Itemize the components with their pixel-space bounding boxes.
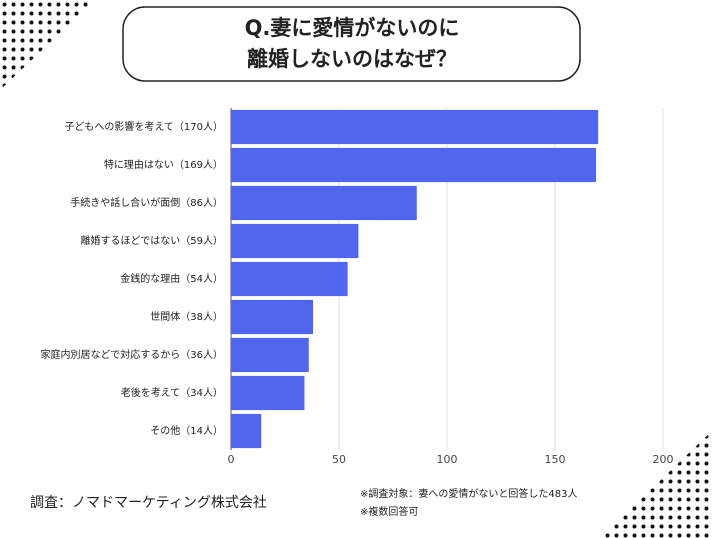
- x-tick-label: 50: [332, 453, 346, 466]
- bar: [231, 299, 314, 335]
- note: ※調査対象：妻への愛情がないと回答した483人: [360, 487, 577, 500]
- bar: [231, 261, 348, 297]
- decor-dots: [0, 0, 95, 90]
- x-tick-label: 0: [228, 453, 235, 466]
- y-tick-label: 特に理由はない（169人）: [104, 158, 223, 171]
- y-tick-label: 子どもへの影響を考えて（170人）: [64, 120, 223, 133]
- source: 調査：ノマドマーケティング株式会社: [30, 495, 267, 511]
- bar: [231, 223, 359, 259]
- y-tick-label: 家庭内別居などで対応するから（36人）: [40, 348, 223, 361]
- bar: [231, 375, 305, 411]
- bar: [231, 337, 309, 373]
- y-tick-label: 金銭的な理由（54人）: [120, 272, 223, 285]
- bar: [231, 185, 417, 221]
- y-tick-label: その他（14人）: [150, 424, 223, 437]
- y-tick-label: 老後を考えて（34人）: [121, 386, 223, 399]
- bar: [231, 109, 599, 145]
- x-tick-label: 100: [437, 453, 458, 466]
- x-tick-label: 200: [653, 453, 674, 466]
- note: ※複数回答可: [360, 505, 418, 518]
- y-tick-label: 手続きや話し合いが面倒（86人）: [70, 196, 223, 209]
- chart-title: Q.妻に愛情がないのに: [245, 16, 460, 40]
- bar: [231, 413, 262, 449]
- x-tick-label: 150: [545, 453, 566, 466]
- chart-title: 離婚しないのはなぜ？: [247, 47, 457, 71]
- title-box: [122, 6, 581, 82]
- decor-dots: [600, 430, 713, 538]
- y-tick-label: 離婚するほどではない（59人）: [80, 234, 223, 247]
- bar: [231, 147, 597, 183]
- y-tick-label: 世間体（38人）: [150, 311, 223, 323]
